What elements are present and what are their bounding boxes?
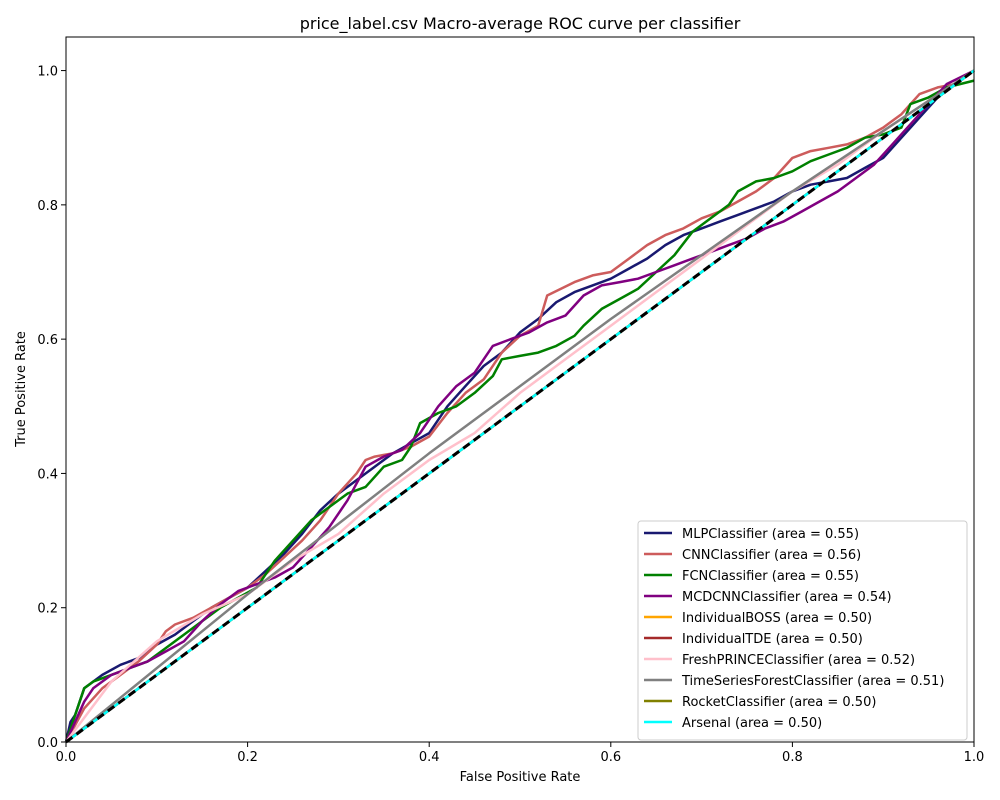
series-line-timeseriesforestclassifier [65,69,975,743]
legend-label-rocketclassifier: RocketClassifier (area = 0.50) [682,695,876,710]
y-tick-label: 0.4 [37,467,58,482]
x-axis-title: False Positive Rate [460,770,581,785]
legend-label-individualboss: IndividualBOSS (area = 0.50) [682,611,872,626]
chart-title: price_label.csv Macro-average ROC curve … [300,14,741,34]
x-tick-label: 0.2 [237,750,258,765]
y-tick-label: 0.6 [37,333,58,348]
series-line-mlpclassifier [64,69,975,743]
series-line-cnnclassifier [64,69,975,743]
x-tick-label: 0.6 [600,750,621,765]
legend-label-timeseriesforestclassifier: TimeSeriesForestClassifier (area = 0.51) [681,674,944,689]
y-tick-label: 1.0 [37,65,58,80]
series-line-mcdcnnclassifier [64,69,975,743]
x-tick-label: 1.0 [964,750,985,765]
legend-label-mlpclassifier: MLPClassifier (area = 0.55) [682,527,859,542]
x-tick-label: 0.0 [56,750,77,765]
legend-box [637,520,968,741]
x-tick-label: 0.4 [419,750,440,765]
legend-label-individualtde: IndividualTDE (area = 0.50) [682,632,863,647]
legend-label-cnnclassifier: CNNClassifier (area = 0.56) [682,548,861,563]
legend-label-fcnclassifier: FCNClassifier (area = 0.55) [682,569,859,584]
legend-label-arsenal: Arsenal (area = 0.50) [682,716,822,731]
chance-reference-line [65,69,975,744]
series-line-freshprinceclassifier [65,69,975,743]
y-axis: 0.0 0.2 0.4 0.6 0.8 1.0 [37,65,66,751]
y-axis-title: True Positive Rate [14,331,29,448]
y-tick-label: 0.2 [37,602,58,617]
y-tick-label: 0.0 [37,736,58,751]
legend-label-freshprinceclassifier: FreshPRINCEClassifier (area = 0.52) [682,653,915,668]
plot-frame [65,36,975,743]
legend-label-mcdcnnclassifier: MCDCNNClassifier (area = 0.54) [682,590,892,605]
legend: MLPClassifier (area = 0.55) CNNClassifier… [637,520,968,741]
x-tick-label: 0.8 [782,750,803,765]
x-axis: 0.0 0.2 0.4 0.6 0.8 1.0 [56,742,985,765]
plot-area [64,69,975,744]
y-tick-label: 0.8 [37,199,58,214]
